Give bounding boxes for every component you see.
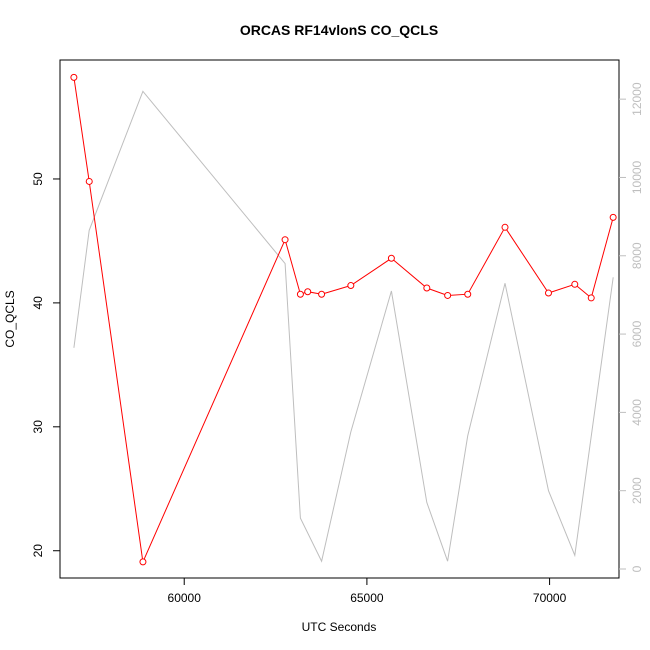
data-point xyxy=(318,290,326,298)
y2-tick-label: 10000 xyxy=(630,160,644,194)
data-point xyxy=(304,288,312,296)
y-tick-label: 50 xyxy=(31,172,45,186)
x-tick-label: 70000 xyxy=(533,591,567,605)
data-point xyxy=(85,177,93,185)
y2-axis: 0 2000 4000 6000 8000 10000 12000 xyxy=(619,82,644,572)
chart-title: ORCAS RF14vlonS CO_QCLS xyxy=(240,22,438,38)
gray-series-line xyxy=(73,90,614,563)
data-point xyxy=(444,291,452,299)
y-tick-label: 20 xyxy=(31,544,45,558)
x-axis-label: UTC Seconds xyxy=(302,620,377,634)
y-tick-label: 30 xyxy=(31,420,45,434)
y-axis-label: CO_QCLS xyxy=(3,290,17,347)
y2-tick-label: 6000 xyxy=(630,320,644,347)
red-series-line xyxy=(73,77,614,564)
y-axis: 20 30 40 50 xyxy=(31,172,60,557)
data-point xyxy=(544,289,552,297)
series-layer xyxy=(70,73,617,566)
data-point xyxy=(501,223,509,231)
data-point xyxy=(347,282,355,290)
data-point xyxy=(281,236,289,244)
plot-frame xyxy=(59,59,620,579)
data-point xyxy=(70,73,78,81)
y2-tick-label: 12000 xyxy=(630,82,644,116)
x-tick-label: 60000 xyxy=(168,591,202,605)
data-point xyxy=(139,558,147,566)
x-axis: 60000 65000 70000 xyxy=(168,578,567,605)
data-point xyxy=(387,254,395,262)
data-point xyxy=(587,294,595,302)
y2-tick-label: 4000 xyxy=(630,399,644,426)
y-tick-label: 40 xyxy=(31,296,45,310)
data-point xyxy=(296,290,304,298)
y2-tick-label: 8000 xyxy=(630,242,644,269)
data-point xyxy=(423,284,431,292)
data-point xyxy=(464,290,472,298)
data-point xyxy=(571,280,579,288)
y2-tick-label: 2000 xyxy=(630,477,644,504)
data-point xyxy=(609,213,617,221)
x-tick-label: 65000 xyxy=(350,591,384,605)
y2-tick-label: 0 xyxy=(630,565,644,572)
